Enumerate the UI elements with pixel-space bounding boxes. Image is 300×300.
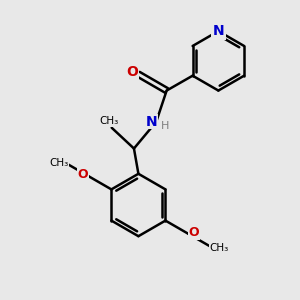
Text: CH₃: CH₃ xyxy=(99,116,118,126)
Text: H: H xyxy=(161,121,169,131)
Text: O: O xyxy=(78,168,88,181)
Text: CH₃: CH₃ xyxy=(210,243,229,253)
Text: N: N xyxy=(146,115,158,129)
Text: O: O xyxy=(126,65,138,79)
Text: CH₃: CH₃ xyxy=(49,158,68,168)
Text: O: O xyxy=(189,226,199,239)
Text: N: N xyxy=(212,24,224,38)
